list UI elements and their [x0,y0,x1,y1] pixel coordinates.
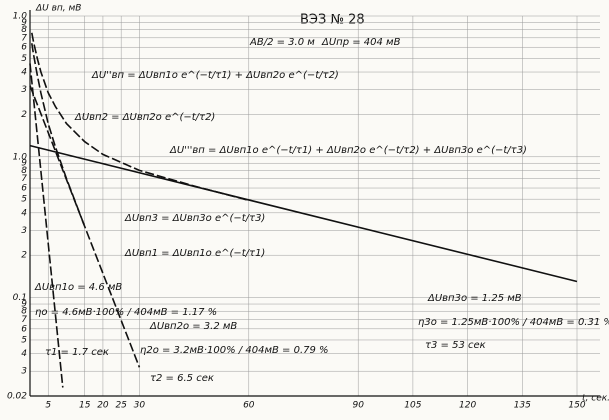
x-tick-label: 135 [514,401,531,411]
y-tick-label: 5 [21,54,27,64]
annotation: ΔU'''вп = ΔUвп1о e^(−t/τ1) + ΔUвп2о e^(−… [169,145,527,156]
annotation: ΔUвп2 = ΔUвп2о e^(−t/τ2) [74,112,215,123]
x-axis-label: t, сек. [582,394,609,404]
y-tick-label: 8 [21,307,27,317]
annotation: ΔU''вп = ΔUвп1о e^(−t/τ1) + ΔUвп2о e^(−t… [91,70,339,81]
y-tick-label: 8 [21,166,27,176]
y-tick-label: 5 [21,335,27,345]
annotation: AB/2 = 3.0 м [249,37,315,48]
series-line [29,85,141,368]
y-tick-label: 7 [21,33,27,43]
x-tick-label: 25 [115,401,127,411]
x-tick-label: 105 [404,401,421,411]
y-tick-label: 7 [21,315,27,325]
series-line [29,144,578,283]
y-tick-label: 1.0 [13,152,28,162]
annotation: ΔUвп1о = 4.6 мВ [34,282,122,293]
y-tick-label: 7 [21,174,27,184]
annotation: ΔUвп2о = 3.2 мВ [149,321,237,332]
annotation: η3о = 1.25мВ·100% / 404мВ = 0.31 % [418,317,609,328]
y-tick-label: 6 [21,184,27,194]
annotation: τ3 = 53 сек [425,340,486,351]
annotation: ΔUвп3 = ΔUвп3о e^(−t/τ3) [124,213,265,224]
y-tick-label: 4 [21,208,27,218]
annotation: τ2 = 6.5 сек [150,373,214,384]
y-tick-label: 3 [21,226,27,236]
y-tick-label: 9 [21,159,27,169]
annotation: ΔUпр = 404 мВ [321,37,401,48]
annotation: ΔUвп3о = 1.25 мВ [427,293,522,304]
annotation: ΔUвп1 = ΔUвп1о e^(−t/τ1) [124,248,265,259]
x-tick-label: 60 [243,401,255,411]
y-tick-label: 3 [21,367,27,377]
annotation: ηо = 4.6мВ·100% / 404мВ = 1.17 % [35,307,217,318]
x-tick-label: 30 [134,401,146,411]
x-tick-label: 120 [459,401,476,411]
x-tick-label: 150 [568,401,585,411]
y-tick-label: 0.02 [7,392,27,402]
y-tick-label: 2 [21,110,27,120]
y-tick-label: 9 [21,300,27,310]
y-tick-label: 2 [21,251,27,261]
y-tick-label: 1.0 [13,12,28,22]
y-axis-label: ΔU вп, мВ [35,4,81,14]
x-tick-label: 90 [352,401,364,411]
y-tick-label: 6 [21,324,27,334]
y-tick-label: 6 [21,43,27,53]
annotation: τ1 = 1.7 сек [45,347,109,358]
y-tick-label: 3 [21,85,27,95]
y-tick-label: 4 [21,68,27,78]
y-tick-label: 8 [21,25,27,35]
y-tick-label: 0.1 [13,293,27,303]
x-tick-label: 15 [79,401,91,411]
annotation: η2о = 3.2мВ·100% / 404мВ = 0.79 % [140,345,329,356]
x-tick-label: 5 [45,401,51,411]
y-tick-label: 9 [21,18,27,28]
y-tick-label: 5 [21,195,27,205]
x-tick-label: 20 [97,401,109,411]
series-line [29,63,64,388]
series-line [31,32,250,202]
series-line [31,43,86,227]
chart-title: ВЭЗ № 28 [300,13,365,28]
y-tick-label: 4 [21,349,27,359]
